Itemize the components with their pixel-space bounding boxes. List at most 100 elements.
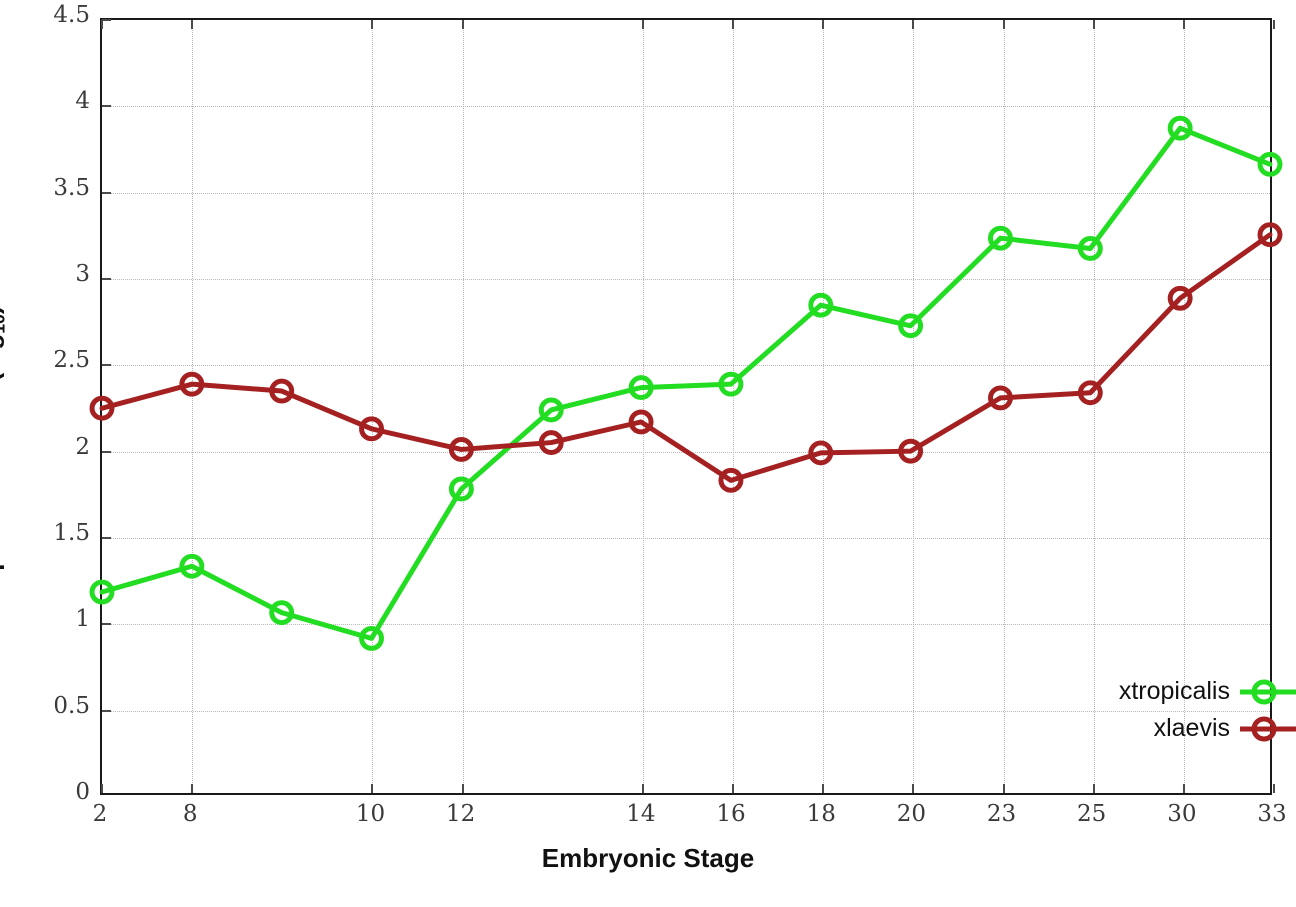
y-tick-label: 1 [75,606,90,633]
x-tick-mark [1002,784,1005,793]
data-point-marker [359,625,384,651]
series-xlaevis [89,222,1283,493]
y-tick-label: 1.5 [53,520,90,546]
legend-marker-icon [1240,678,1296,706]
y-tick-label: 0 [75,779,90,805]
data-point-marker [448,476,474,502]
data-point-marker [1257,151,1283,177]
y-tick-label: 3.5 [53,174,90,201]
y-tick-label: 0.5 [53,692,90,719]
plot-area [89,18,1283,795]
y-axis-title-main: Expression Level (log [0,333,5,603]
gridline-vertical [372,20,374,793]
x-tick-mark [191,784,194,793]
series-plot [89,115,1283,651]
x-tick-mark [371,784,374,793]
y-axis-title-end: ) [0,305,4,314]
gridline-vertical [462,20,464,793]
data-point-marker [269,378,295,404]
data-point-marker [448,437,474,462]
data-point-marker [89,395,115,421]
data-point-marker [538,430,564,456]
gridline-vertical [1093,20,1095,793]
series-line [99,125,1273,641]
x-tick-mark [822,784,825,793]
data-point-marker [179,553,205,579]
data-point-marker [269,600,295,626]
x-tick-mark-top [1182,20,1185,29]
gridline-vertical [913,20,915,793]
x-tick-label: 20 [896,801,927,827]
data-point-marker [1077,380,1103,406]
x-axis-title: Embryonic Stage [541,843,755,873]
series-xtropicalis [89,115,1283,651]
x-tick-mark-top [912,20,915,29]
y-tick-mark [102,709,111,712]
data-point-marker [359,416,384,442]
x-tick-mark [101,784,103,793]
x-tick-mark-top [1092,20,1095,29]
gridline-vertical [642,20,644,793]
x-tick-label: 30 [1167,801,1197,827]
y-tick-mark [102,364,111,367]
x-tick-label: 16 [716,801,746,827]
y-tick-label: 2.5 [53,347,90,374]
gridline-vertical [823,20,825,793]
y-tick-mark [102,623,111,626]
y-tick-mark [102,450,111,453]
data-point-marker [1077,236,1103,261]
y-tick-mark [102,278,111,280]
x-tick-mark-top [1002,20,1005,29]
data-point-marker [718,467,744,493]
legend-item-xtropicalis[interactable]: xtropicalis [1046,673,1296,710]
data-point-marker [179,371,205,397]
legend-label: xtropicalis [1118,677,1230,705]
y-axis-title-subscript: 10 [0,313,9,334]
series-line [99,232,1273,483]
legend-item-xlaevis[interactable]: xlaevis [1046,710,1296,747]
data-point-marker [1167,285,1193,311]
x-tick-label: 18 [806,801,836,827]
data-point-marker [988,385,1013,411]
x-tick-mark [1092,784,1095,793]
x-tick-label: 33 [1257,801,1287,827]
data-point-marker [628,409,654,435]
x-tick-mark [461,784,464,793]
x-tick-mark-top [461,20,464,29]
x-tick-label: 2 [92,801,108,827]
legend-marker-icon [1240,715,1296,743]
y-tick-mark [102,105,111,108]
gridline-horizontal [102,365,1270,367]
y-tick-label: 3 [75,261,90,287]
gridline-horizontal [102,710,1270,712]
data-point-marker [538,397,564,423]
x-tick-label: 10 [355,801,386,827]
x-tick-mark-top [822,20,825,29]
gridline-horizontal [102,279,1270,280]
x-tick-mark [912,784,915,793]
x-tick-mark [641,784,644,793]
data-point-marker [89,579,115,605]
y-tick-label: 4 [75,88,90,115]
gridline-horizontal [102,106,1270,108]
y-tick-mark [102,537,111,539]
x-tick-mark [1273,784,1275,793]
x-tick-mark-top [191,20,194,29]
x-tick-mark [1182,784,1185,793]
data-point-marker [898,313,924,339]
data-point-marker [628,375,654,401]
data-point-marker [808,292,834,318]
x-tick-mark-top [371,20,374,29]
x-tick-mark-top [641,20,644,29]
legend-label: xlaevis [1153,714,1230,742]
data-point-marker [1257,222,1283,248]
x-tick-mark-top [101,20,103,29]
y-tick-mark [102,19,111,21]
data-point-marker [718,371,744,397]
data-point-marker [1167,115,1193,141]
data-point-marker [898,438,924,464]
x-tick-mark-top [732,20,735,29]
x-tick-label: 12 [445,801,476,827]
chart-legend: xtropicalis xlaevis [1046,673,1296,747]
